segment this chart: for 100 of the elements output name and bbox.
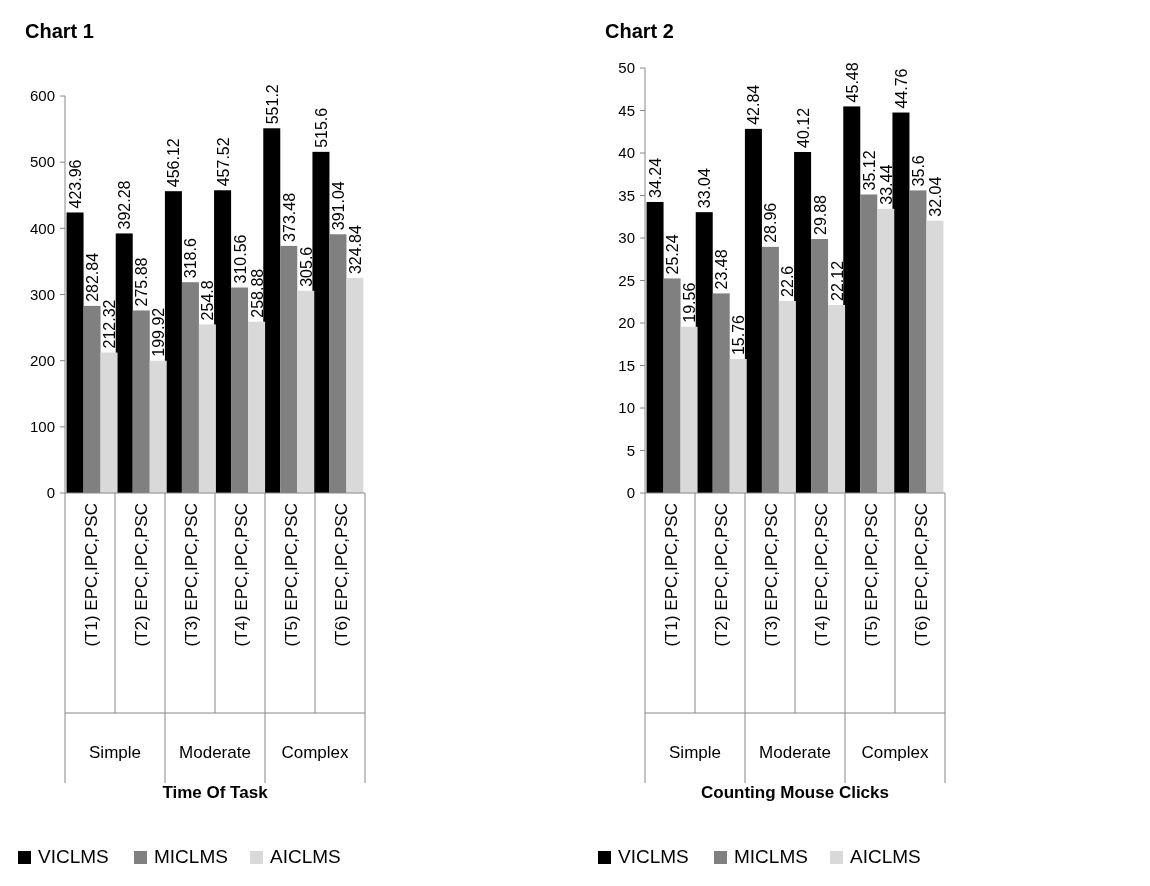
data-label: 318.6 — [182, 238, 200, 279]
data-label: 25.24 — [664, 234, 682, 275]
bar — [794, 151, 812, 493]
y-tick-label: 30 — [618, 229, 635, 247]
data-label: 324.84 — [346, 225, 364, 275]
x-tick-label: (T2) EPC,IPC,PSC — [132, 503, 151, 647]
y-tick-label: 35 — [618, 186, 635, 204]
bar — [778, 300, 796, 493]
bar — [214, 190, 232, 493]
bar — [843, 106, 861, 493]
bar — [892, 112, 910, 493]
bar — [680, 326, 698, 493]
y-tick-label: 10 — [618, 399, 635, 417]
y-tick-label: 40 — [618, 144, 635, 162]
text: Moderate — [759, 743, 831, 762]
data-label: 33.44 — [877, 164, 895, 205]
y-tick-label: 300 — [29, 285, 55, 303]
legend-label: MICLMS — [154, 846, 228, 867]
data-label: 282.84 — [84, 252, 102, 302]
y-tick-label: 0 — [46, 484, 55, 502]
data-label: 19.56 — [681, 282, 699, 323]
x-tick-label: (T3) EPC,IPC,PSC — [182, 503, 201, 647]
y-tick-label: 50 — [618, 59, 635, 77]
y-tick-label: 600 — [29, 87, 55, 105]
x-tick-label: (T4) EPC,IPC,PSC — [812, 503, 831, 647]
bar — [115, 233, 133, 493]
legend-label: VICLMS — [38, 846, 109, 867]
bar — [198, 324, 216, 493]
data-label: 305.6 — [297, 246, 315, 287]
bar — [877, 208, 895, 493]
bar — [744, 128, 762, 493]
data-label: 34.24 — [647, 157, 665, 198]
data-label: 28.96 — [762, 202, 780, 243]
text: Simple — [669, 743, 721, 762]
data-label: 391.04 — [329, 181, 347, 231]
data-label: 258.88 — [248, 268, 266, 318]
y-tick-label: 20 — [618, 314, 635, 332]
x-tick-label: (T1) EPC,IPC,PSC — [82, 503, 101, 647]
y-tick-label: 400 — [29, 219, 55, 237]
text: Complex — [281, 743, 350, 762]
data-label: 29.88 — [811, 194, 829, 236]
bar — [729, 359, 747, 493]
data-label: 32.04 — [926, 176, 944, 217]
x-tick-label: (T5) EPC,IPC,PSC — [282, 503, 301, 647]
chart-title: Chart 1 — [25, 20, 94, 42]
data-label: 392.28 — [116, 180, 134, 230]
text: Simple — [89, 743, 141, 762]
bar — [926, 220, 944, 493]
bar — [66, 212, 84, 493]
data-label: 373.48 — [280, 192, 298, 242]
data-label: 275.88 — [133, 257, 151, 307]
y-tick-label: 500 — [29, 153, 55, 171]
x-tick-label: (T5) EPC,IPC,PSC — [862, 503, 881, 647]
legend-label: MICLMS — [734, 846, 808, 867]
data-label: 23.48 — [713, 249, 731, 290]
x-axis-title: Counting Mouse Clicks — [701, 783, 889, 802]
data-label: 515.6 — [312, 107, 330, 148]
x-tick-label: (T6) EPC,IPC,PSC — [332, 503, 351, 647]
x-tick-label: (T6) EPC,IPC,PSC — [912, 503, 931, 647]
bar — [263, 128, 281, 493]
data-label: 551.2 — [263, 84, 281, 125]
text: Moderate — [179, 743, 251, 762]
bar — [312, 151, 330, 493]
y-tick-label: 200 — [29, 351, 55, 369]
y-tick-label: 0 — [626, 484, 635, 502]
data-label: 212.32 — [101, 299, 119, 349]
data-label: 45.48 — [843, 62, 861, 103]
y-tick-label: 25 — [618, 271, 635, 289]
data-label: 15.76 — [730, 314, 748, 356]
bar — [149, 360, 167, 493]
bar — [695, 212, 713, 493]
data-label: 22.6 — [779, 265, 797, 297]
data-label: 42.84 — [745, 84, 763, 125]
legend-label: AICLMS — [270, 846, 341, 867]
text: Complex — [861, 743, 930, 762]
data-label: 423.96 — [67, 159, 85, 209]
data-label: 33.04 — [696, 168, 714, 209]
y-tick-label: 15 — [618, 356, 635, 374]
x-axis-title: Time Of Task — [162, 783, 269, 802]
bar — [100, 352, 118, 493]
data-label: 456.12 — [165, 138, 183, 188]
data-label: 457.52 — [214, 137, 232, 187]
data-label: 22.12 — [828, 260, 846, 301]
bar — [346, 278, 364, 493]
x-tick-label: (T4) EPC,IPC,PSC — [232, 503, 251, 647]
data-label: 310.56 — [231, 234, 249, 284]
bar — [646, 201, 664, 493]
chart-title: Chart 2 — [605, 20, 674, 42]
legend-label: AICLMS — [850, 846, 921, 867]
data-label: 254.8 — [199, 280, 217, 321]
x-tick-label: (T2) EPC,IPC,PSC — [712, 503, 731, 647]
legend-label: VICLMS — [618, 846, 689, 867]
x-tick-label: (T1) EPC,IPC,PSC — [662, 503, 681, 647]
x-tick-label: (T3) EPC,IPC,PSC — [762, 503, 781, 647]
data-label: 35.12 — [860, 150, 878, 191]
data-label: 35.6 — [909, 155, 927, 187]
bar — [828, 304, 846, 493]
data-label: 40.12 — [794, 107, 812, 148]
y-tick-label: 100 — [29, 418, 55, 436]
bar — [164, 191, 182, 493]
